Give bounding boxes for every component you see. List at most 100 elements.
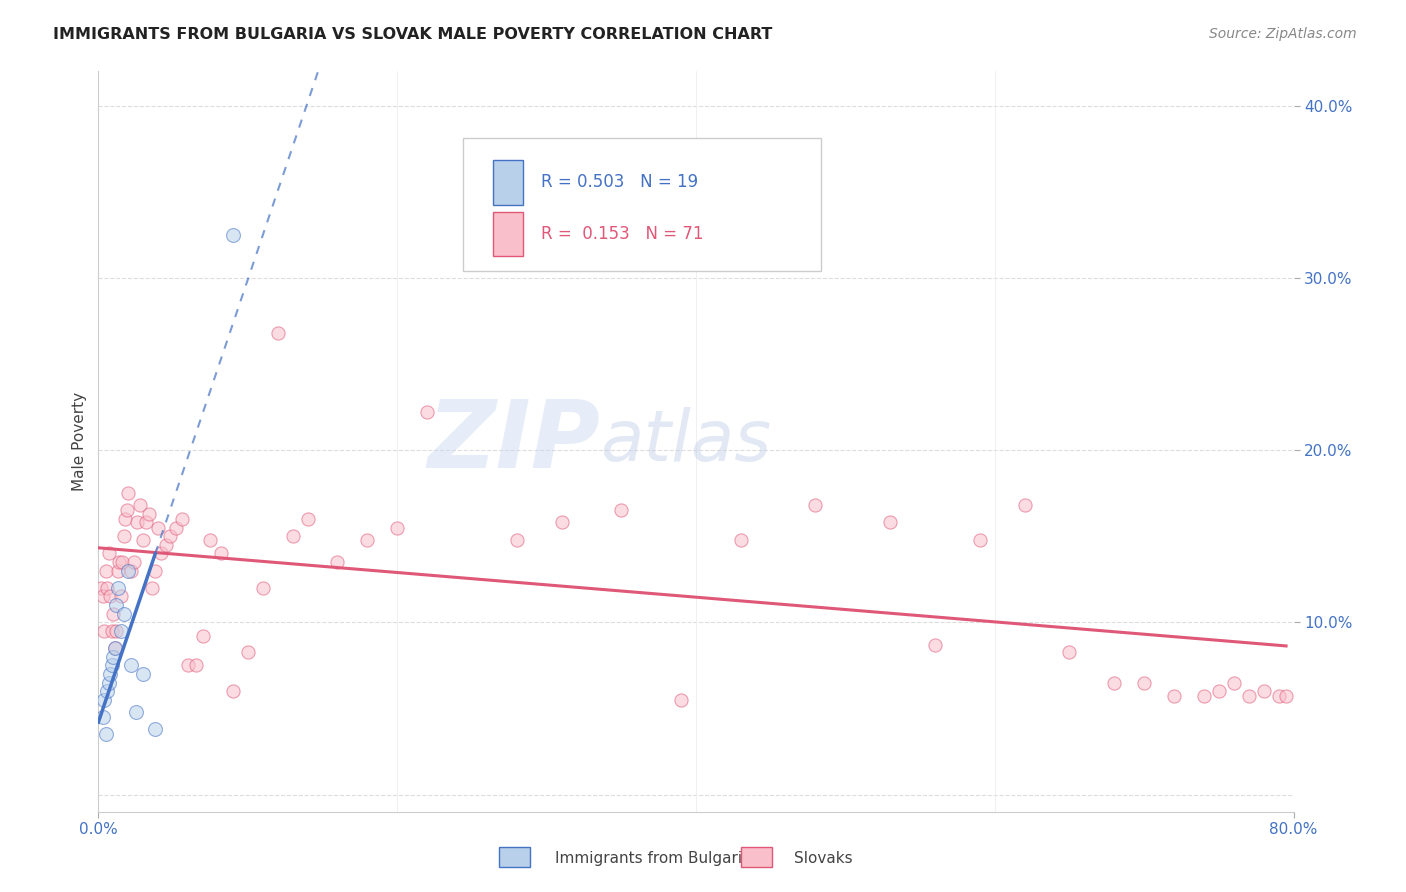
Point bbox=[96, 581, 118, 595]
Point bbox=[610, 503, 633, 517]
Point bbox=[148, 521, 170, 535]
Point bbox=[804, 498, 827, 512]
Point bbox=[969, 533, 991, 547]
Point bbox=[97, 546, 120, 560]
Text: Source: ZipAtlas.com: Source: ZipAtlas.com bbox=[1209, 27, 1357, 41]
Point bbox=[236, 644, 259, 658]
Point bbox=[550, 516, 572, 530]
Point bbox=[1014, 498, 1036, 512]
Point bbox=[191, 629, 214, 643]
Point bbox=[669, 693, 692, 707]
Point bbox=[115, 503, 138, 517]
Point bbox=[107, 581, 129, 595]
Point bbox=[120, 658, 142, 673]
FancyBboxPatch shape bbox=[494, 161, 523, 204]
Point bbox=[1133, 675, 1156, 690]
Point bbox=[172, 512, 194, 526]
FancyBboxPatch shape bbox=[494, 212, 523, 257]
Point bbox=[155, 538, 177, 552]
Point bbox=[97, 675, 120, 690]
Point bbox=[138, 507, 160, 521]
Point bbox=[111, 555, 134, 569]
Point bbox=[135, 516, 157, 530]
Point bbox=[356, 533, 378, 547]
Point bbox=[132, 667, 155, 681]
Point bbox=[104, 641, 127, 656]
Point bbox=[108, 555, 131, 569]
Point bbox=[143, 722, 166, 736]
Point bbox=[93, 624, 115, 638]
Point bbox=[110, 624, 132, 638]
Point bbox=[1223, 675, 1246, 690]
Point bbox=[96, 684, 118, 698]
Point bbox=[103, 649, 125, 664]
Point bbox=[117, 486, 139, 500]
Point bbox=[267, 326, 290, 340]
Point bbox=[124, 555, 146, 569]
Point bbox=[93, 693, 115, 707]
Point bbox=[150, 546, 173, 560]
Point bbox=[117, 564, 139, 578]
Point bbox=[252, 581, 274, 595]
Point bbox=[110, 590, 132, 604]
Point bbox=[730, 533, 752, 547]
Point bbox=[141, 581, 163, 595]
Point bbox=[94, 564, 117, 578]
Point bbox=[461, 185, 484, 199]
FancyBboxPatch shape bbox=[463, 138, 821, 271]
Point bbox=[114, 512, 136, 526]
Point bbox=[143, 564, 166, 578]
Text: R =  0.153   N = 71: R = 0.153 N = 71 bbox=[541, 226, 703, 244]
Point bbox=[101, 658, 124, 673]
Point bbox=[297, 512, 319, 526]
Point bbox=[177, 658, 200, 673]
Point bbox=[1253, 684, 1275, 698]
Point bbox=[105, 598, 128, 612]
Point bbox=[1237, 690, 1260, 704]
Point bbox=[112, 607, 135, 621]
Point bbox=[101, 624, 124, 638]
Point bbox=[104, 641, 127, 656]
Text: Slovaks: Slovaks bbox=[794, 851, 853, 865]
Point bbox=[120, 564, 142, 578]
Point bbox=[107, 564, 129, 578]
Point bbox=[91, 710, 114, 724]
Point bbox=[165, 521, 187, 535]
Text: R = 0.503   N = 19: R = 0.503 N = 19 bbox=[541, 173, 697, 192]
Point bbox=[105, 624, 128, 638]
Text: ZIP: ZIP bbox=[427, 395, 600, 488]
Point bbox=[125, 705, 148, 719]
Point bbox=[94, 727, 117, 741]
Point bbox=[129, 498, 152, 512]
Point bbox=[1059, 644, 1081, 658]
Point bbox=[184, 658, 207, 673]
Point bbox=[326, 555, 349, 569]
Point bbox=[1275, 690, 1298, 704]
Point bbox=[200, 533, 222, 547]
Point bbox=[924, 638, 946, 652]
Point bbox=[1104, 675, 1126, 690]
Point bbox=[103, 607, 125, 621]
Point bbox=[209, 546, 232, 560]
Point bbox=[879, 516, 901, 530]
Point bbox=[1208, 684, 1230, 698]
Text: IMMIGRANTS FROM BULGARIA VS SLOVAK MALE POVERTY CORRELATION CHART: IMMIGRANTS FROM BULGARIA VS SLOVAK MALE … bbox=[53, 27, 773, 42]
Point bbox=[112, 529, 135, 543]
Point bbox=[222, 227, 245, 242]
Point bbox=[127, 516, 149, 530]
Y-axis label: Male Poverty: Male Poverty bbox=[72, 392, 87, 491]
Point bbox=[159, 529, 181, 543]
Point bbox=[1163, 690, 1185, 704]
Point bbox=[385, 521, 409, 535]
Point bbox=[91, 590, 114, 604]
Point bbox=[132, 533, 155, 547]
Point bbox=[506, 533, 529, 547]
Point bbox=[1192, 690, 1215, 704]
Text: atlas: atlas bbox=[600, 407, 772, 476]
Point bbox=[90, 581, 112, 595]
Point bbox=[416, 405, 439, 419]
Point bbox=[98, 590, 122, 604]
Point bbox=[222, 684, 245, 698]
Point bbox=[281, 529, 304, 543]
Text: Immigrants from Bulgaria: Immigrants from Bulgaria bbox=[555, 851, 752, 865]
